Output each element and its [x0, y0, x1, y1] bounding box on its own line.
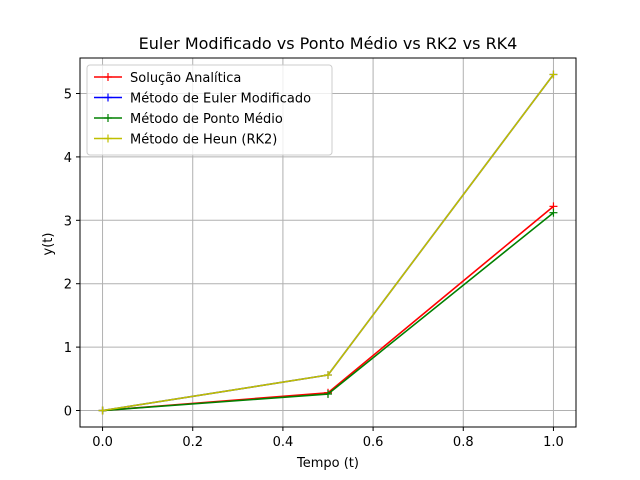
- ticks: 0.0 0.2 0.4 0.6 0.8 1.0 0 1 2 3 4 5: [64, 88, 564, 450]
- legend-label: Método de Ponto Médio: [130, 112, 283, 127]
- legend-item: Método de Ponto Médio: [94, 112, 283, 127]
- data-point: [98, 406, 107, 415]
- y-tick-label: 2: [64, 278, 72, 293]
- x-tick-label: 0.0: [92, 435, 113, 450]
- y-axis-label: y(t): [41, 233, 56, 256]
- y-tick-label: 3: [64, 214, 72, 229]
- x-tick-label: 0.6: [363, 435, 384, 450]
- x-tick-label: 0.8: [453, 435, 474, 450]
- data-point: [324, 390, 332, 399]
- legend-marker: [104, 93, 112, 102]
- data-point: [324, 371, 332, 380]
- legend-box: [86, 64, 333, 156]
- chart-title: Euler Modificado vs Ponto Médio vs RK2 v…: [139, 34, 518, 53]
- legend-item: Solução Analítica: [94, 71, 241, 86]
- x-tick-label: 0.2: [182, 435, 203, 450]
- legend-label: Método de Euler Modificado: [130, 92, 311, 107]
- x-axis-label: Tempo (t): [296, 456, 359, 471]
- x-tick-label: 0.4: [273, 435, 294, 450]
- legend: Solução Analítica Método de Euler Modific…: [86, 64, 333, 156]
- series-layer: [98, 70, 558, 415]
- legend-item: Método de Heun (RK2): [94, 133, 277, 148]
- data-point: [549, 70, 558, 79]
- y-tick-label: 1: [64, 341, 72, 356]
- legend-marker: [104, 114, 112, 122]
- x-tick-label: 1.0: [543, 435, 564, 450]
- legend-marker: [104, 134, 112, 143]
- legend-item: Método de Euler Modificado: [94, 92, 311, 107]
- legend-label: Método de Heun (RK2): [130, 133, 277, 148]
- data-point: [549, 208, 558, 217]
- y-tick-label: 0: [64, 405, 72, 420]
- legend-label: Solução Analítica: [130, 71, 241, 86]
- plot-frame: [79, 57, 577, 428]
- series-4: [98, 70, 558, 415]
- y-tick-label: 4: [64, 151, 72, 166]
- y-tick-label: 5: [64, 88, 72, 103]
- legend-marker: [104, 73, 112, 81]
